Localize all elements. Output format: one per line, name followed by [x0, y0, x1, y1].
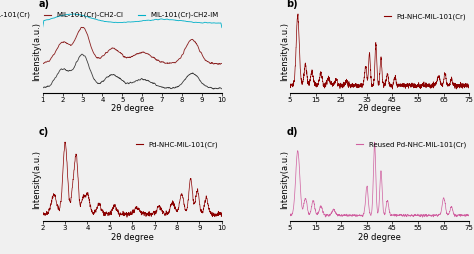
Text: a): a)	[39, 0, 50, 8]
Y-axis label: Intensity(a.u.): Intensity(a.u.)	[32, 22, 41, 81]
X-axis label: 2θ degree: 2θ degree	[111, 232, 154, 242]
Y-axis label: Intensity(a.u.): Intensity(a.u.)	[32, 150, 41, 209]
Legend: Pd-NHC-MIL-101(Cr): Pd-NHC-MIL-101(Cr)	[134, 139, 221, 151]
Text: c): c)	[39, 127, 49, 137]
Legend: Reused Pd-NHC-MIL-101(Cr): Reused Pd-NHC-MIL-101(Cr)	[353, 139, 469, 151]
Legend: MIL-101(Cr), MIL-101(Cr)-CH2-Cl, MIL-101(Cr)-CH2-IM: MIL-101(Cr), MIL-101(Cr)-CH2-Cl, MIL-101…	[0, 9, 221, 21]
X-axis label: 2θ degree: 2θ degree	[358, 104, 401, 113]
Y-axis label: Intensity(a.u.): Intensity(a.u.)	[280, 150, 289, 209]
Text: b): b)	[286, 0, 298, 8]
Y-axis label: Intensity(a.u.): Intensity(a.u.)	[280, 22, 289, 81]
X-axis label: 2θ degree: 2θ degree	[111, 104, 154, 113]
Legend: Pd-NHC-MIL-101(Cr): Pd-NHC-MIL-101(Cr)	[381, 11, 469, 23]
X-axis label: 2θ degree: 2θ degree	[358, 232, 401, 242]
Text: d): d)	[286, 127, 298, 137]
